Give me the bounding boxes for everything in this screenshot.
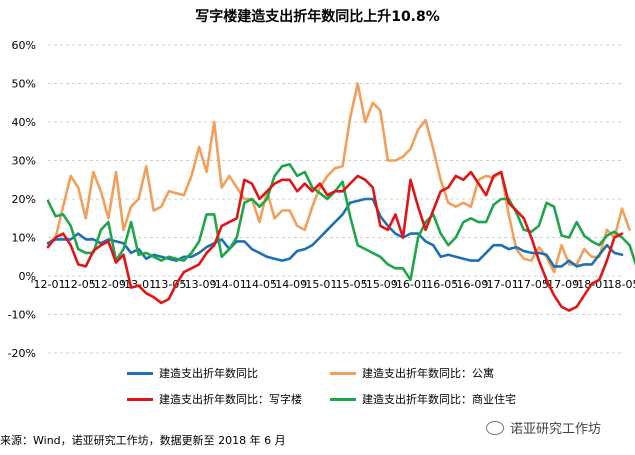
x-tick-label: '12-09 [91, 278, 126, 291]
series-lines [46, 82, 635, 312]
y-tick-label: 50% [12, 78, 36, 91]
gridlines [48, 44, 622, 354]
x-tick-label: '17-01 [484, 278, 519, 291]
legend-label-apartment: 建造支出折年数同比：公寓 [362, 367, 494, 380]
y-tick-label: 40% [12, 116, 36, 129]
watermark-label: 诺亚研究工作坊 [510, 422, 602, 437]
x-tick-label: '14-01 [212, 278, 247, 291]
legend-label-commercial: 建造支出折年数同比：商业住宅 [362, 393, 516, 406]
x-tick-label: '16-05 [423, 278, 458, 291]
x-tick-label: '16-01 [393, 278, 428, 291]
x-tick-label: '14-05 [242, 278, 277, 291]
legend-item-total: 建造支出折年数同比 [127, 365, 258, 381]
x-tick-label: '13-09 [182, 278, 217, 291]
x-tick-label: '17-09 [544, 278, 579, 291]
x-tick-label: '17-05 [514, 278, 549, 291]
x-axis-ticks: '12-01'12-05'12-09'13-01'13-05'13-09'14-… [31, 278, 635, 291]
y-tick-label: -10% [8, 309, 36, 322]
wechat-icon [486, 420, 504, 435]
series-line-1 [46, 82, 631, 274]
y-axis-ticks: -20% -10% 0% 10% 20% 30% 40% 50% 60% [8, 39, 36, 360]
legend-swatch-apartment [330, 371, 356, 375]
series-line-3 [46, 163, 635, 282]
legend-swatch-total [127, 371, 153, 375]
y-tick-label: 60% [12, 39, 36, 52]
chart-title: 写字楼建造支出折年数同比上升10.8% [195, 9, 440, 25]
y-tick-label: 0% [19, 270, 36, 283]
x-tick-label: '18-05 [605, 278, 635, 291]
series-line-0 [46, 197, 624, 268]
y-tick-label: 10% [12, 232, 36, 245]
x-tick-label: '15-05 [333, 278, 368, 291]
x-tick-label: '15-09 [363, 278, 398, 291]
legend-label-office: 建造支出折年数同比：写字楼 [159, 393, 302, 406]
x-tick-label: '12-05 [61, 278, 96, 291]
y-tick-label: 20% [12, 193, 36, 206]
x-tick-label: '12-01 [31, 278, 66, 291]
legend-item-commercial: 建造支出折年数同比：商业住宅 [330, 391, 516, 407]
x-tick-label: '15-01 [302, 278, 337, 291]
y-tick-label: -20% [8, 347, 36, 360]
x-tick-label: '16-09 [453, 278, 488, 291]
y-tick-label: 30% [12, 155, 36, 168]
series-line-2 [46, 170, 624, 312]
legend-swatch-commercial [330, 397, 356, 401]
legend-item-apartment: 建造支出折年数同比：公寓 [330, 365, 494, 381]
watermark: 诺亚研究工作坊 [486, 418, 601, 437]
legend-label-total: 建造支出折年数同比 [159, 367, 258, 380]
source-note: 来源：Wind，诺亚研究工作坊，数据更新至 2018 年 6 月 [0, 434, 286, 447]
legend-swatch-office [127, 397, 153, 401]
legend-item-office: 建造支出折年数同比：写字楼 [127, 391, 302, 407]
x-tick-label: '14-09 [272, 278, 307, 291]
